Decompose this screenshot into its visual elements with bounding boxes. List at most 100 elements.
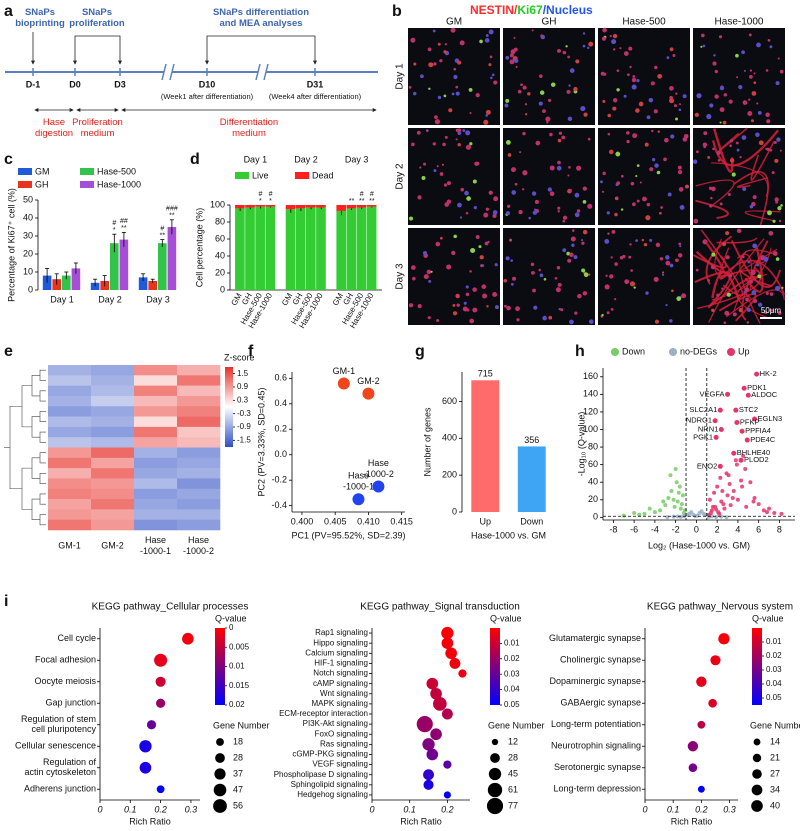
cell: [639, 181, 642, 184]
title-part: /Nucleus: [543, 3, 593, 17]
cell: [631, 77, 637, 83]
cell: [587, 46, 590, 50]
cell: [547, 187, 552, 192]
panel-label: h: [575, 343, 585, 360]
y-tick-label: 0: [452, 506, 457, 516]
cell: [645, 215, 651, 221]
cell: [522, 188, 525, 191]
heatmap-cell: [91, 468, 135, 479]
cell: [727, 192, 731, 196]
cell: [582, 200, 587, 204]
cell: [775, 285, 781, 291]
column-label: GM-1: [58, 540, 81, 550]
cell: [611, 39, 617, 45]
cell: [719, 107, 725, 113]
dot: [146, 720, 157, 730]
cell: [635, 174, 638, 178]
cell: [577, 293, 582, 299]
heatmap-cell: [177, 437, 221, 448]
x-tick-label: -8: [609, 524, 617, 534]
cell: [470, 247, 476, 254]
category-label: Regulation of stem: [21, 714, 96, 724]
heatmap-cell: [91, 478, 135, 490]
cell: [602, 27, 607, 33]
cell: [601, 190, 605, 193]
gene-label: HK-2: [760, 369, 777, 378]
heatmap-cell: [177, 406, 221, 417]
colorbar-label: 0.01: [766, 637, 782, 646]
significance: #: [258, 191, 262, 198]
gene-label: NDRG1: [686, 416, 712, 425]
group-label: Day 2: [294, 154, 318, 164]
cell: [712, 61, 717, 66]
neurite: [708, 238, 765, 323]
y-axis-label: PC2 (PV=3.33%, SD=0.45): [256, 387, 266, 496]
y-tick-label: 20: [215, 267, 225, 277]
cell: [444, 43, 447, 46]
cell: [451, 250, 456, 256]
cell: [695, 150, 699, 154]
point: [724, 515, 729, 520]
heatmap-cell: [48, 519, 92, 531]
group-label: Day 1: [244, 154, 268, 164]
cell: [493, 80, 498, 85]
colorbar-label: 0: [229, 623, 234, 632]
cell: [443, 50, 447, 54]
size-legend-label: 14: [770, 736, 780, 746]
cell: [509, 238, 513, 242]
cell: [631, 84, 637, 90]
cell: [580, 239, 584, 242]
cell: [694, 112, 699, 118]
cell: [614, 298, 617, 301]
cell: [623, 51, 629, 56]
cell: [736, 76, 739, 79]
cell: [484, 38, 490, 43]
point: [621, 513, 626, 518]
heatmap-cell: [134, 509, 178, 520]
cell: [717, 159, 721, 162]
x-axis-label: Rich Ratio: [129, 816, 171, 826]
cell: [411, 142, 415, 147]
point: [680, 493, 685, 498]
cell: [479, 255, 484, 260]
cell: [466, 196, 471, 201]
labeled-point: [718, 427, 724, 433]
cell: [511, 167, 516, 173]
dendrogram: [21, 467, 32, 510]
cell: [735, 53, 739, 58]
cell: [517, 89, 522, 94]
cell: [550, 82, 556, 87]
cell: [682, 94, 687, 99]
colorbar-label: 0.01: [229, 662, 245, 671]
cell: [428, 87, 431, 91]
point: [674, 480, 679, 485]
size-legend-label: 37: [233, 768, 243, 778]
cell: [735, 141, 739, 145]
significance: #: [370, 191, 374, 198]
cell: [774, 197, 779, 202]
cell: [771, 171, 775, 175]
bar-segment: [366, 205, 377, 207]
column-label: -1000-1: [140, 546, 171, 556]
cell: [607, 132, 611, 136]
cell: [725, 255, 730, 260]
heatmap-cell: [134, 488, 178, 500]
dendrogram: [31, 498, 40, 520]
category-label: Sphingolipid signaling: [291, 780, 368, 789]
neurite: [716, 237, 758, 244]
labeled-point: [734, 419, 740, 425]
cell: [581, 241, 585, 245]
cell: [566, 89, 571, 94]
cell: [571, 229, 575, 232]
cell: [510, 282, 514, 286]
cell: [655, 242, 661, 248]
cell: [741, 135, 747, 140]
cell: [711, 308, 715, 312]
panel-label: g: [415, 343, 425, 360]
point-label: -1000-2: [363, 469, 394, 479]
dendrogram: [31, 416, 40, 438]
cell: [777, 57, 780, 60]
dot: [697, 785, 705, 793]
neurite: [700, 229, 744, 297]
bar: [148, 281, 157, 290]
